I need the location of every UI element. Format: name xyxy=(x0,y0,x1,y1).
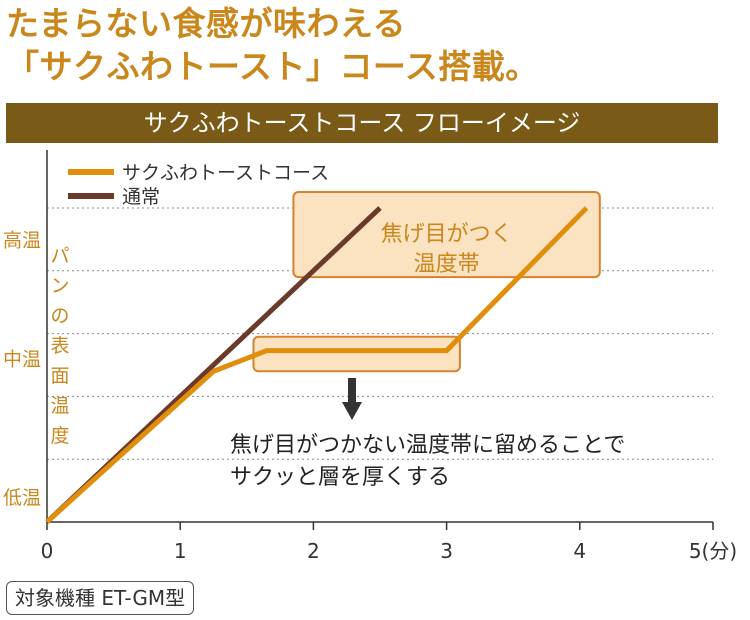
x-tick-label: 4 xyxy=(573,539,586,563)
x-tick-label: 5(分) xyxy=(689,539,737,563)
y-axis-label-char: パ xyxy=(50,245,69,267)
y-category-label: 高温 xyxy=(3,229,41,251)
y-axis-label-char: 温 xyxy=(50,395,69,417)
y-category-label: 低温 xyxy=(3,487,41,509)
legend-label: 通常 xyxy=(122,186,160,208)
target-model-label: 対象機種 ET-GM型 xyxy=(6,581,195,615)
down-arrow-shaft xyxy=(348,378,356,404)
y-axis-label-char: 面 xyxy=(50,365,69,387)
scorch-zone-label: 焦げ目がつく xyxy=(381,222,513,247)
y-axis-label-char: 表 xyxy=(50,335,69,357)
scorch-zone-box xyxy=(292,191,601,279)
annotation-note: サクッと層を厚くする xyxy=(230,465,450,490)
annotation-note: 焦げ目がつかない温度帯に留めることで xyxy=(230,433,625,458)
legend-label: サクふわトーストコース xyxy=(122,162,329,184)
y-axis-label-char: の xyxy=(50,305,69,327)
x-tick-label: 0 xyxy=(41,539,54,563)
x-tick-label: 1 xyxy=(174,539,187,563)
y-category-label: 中温 xyxy=(3,349,41,371)
x-tick-label: 2 xyxy=(307,539,320,563)
headline-line-2: 「サクふわトースト」コース搭載。 xyxy=(6,47,539,86)
toast-course-line xyxy=(45,206,589,524)
y-axis-label-char: ン xyxy=(50,275,69,297)
chart-banner-title: サクふわトーストコース フローイメージ xyxy=(6,103,718,143)
down-arrow-head xyxy=(342,402,362,420)
hold-zone-box xyxy=(252,335,461,373)
x-tick-label: 3 xyxy=(440,539,453,563)
y-axis-label-char: 度 xyxy=(50,425,69,447)
scorch-zone-label: 温度帯 xyxy=(414,252,480,277)
headline-line-1: たまらない食感が味わえる xyxy=(6,4,407,43)
